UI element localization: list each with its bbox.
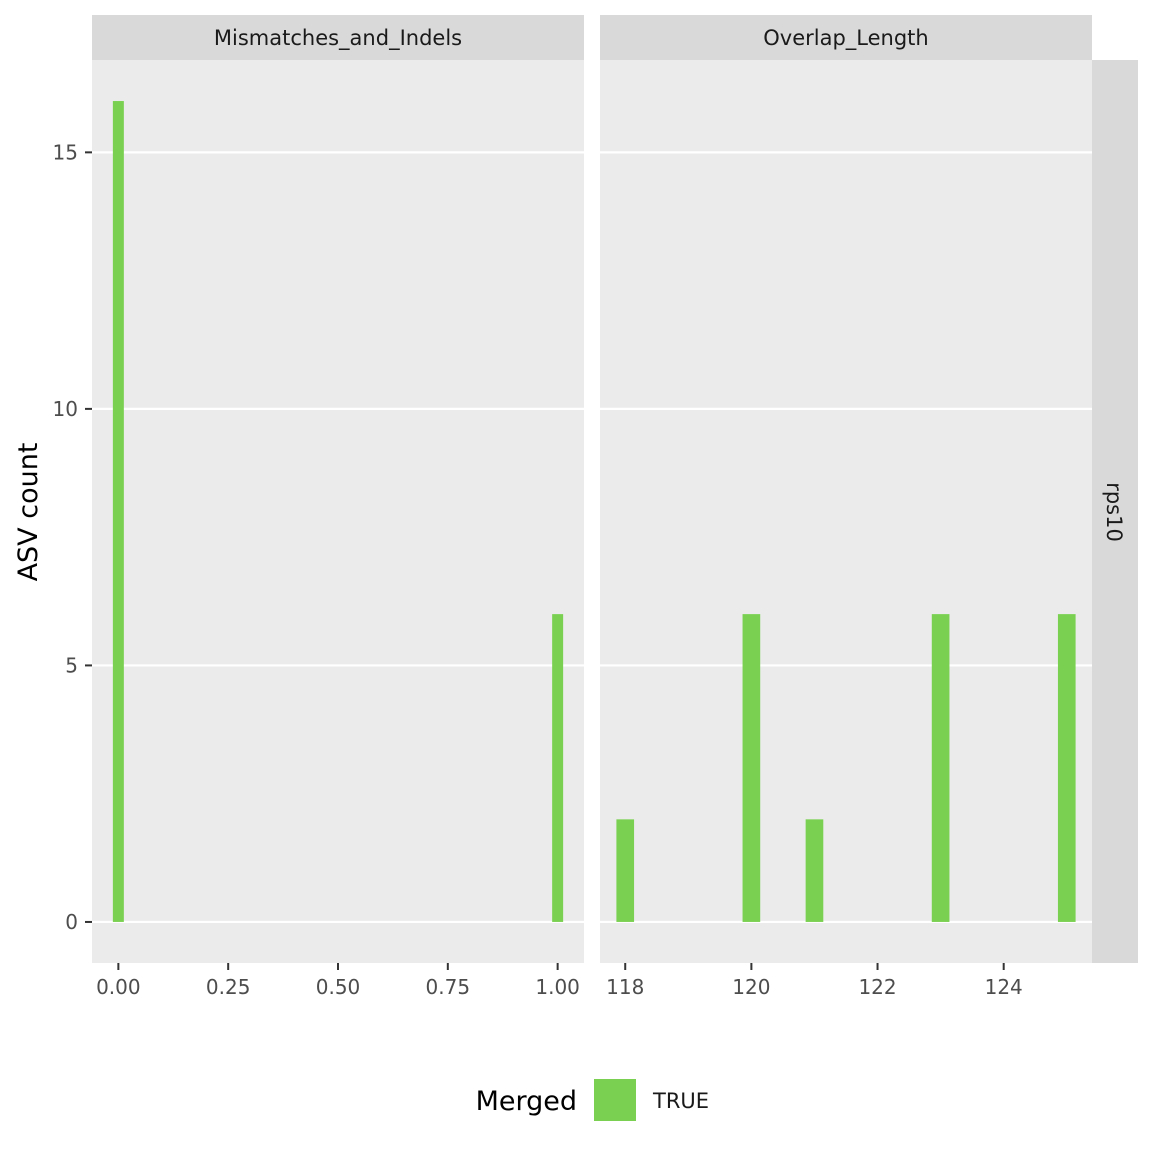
- gridlines: [92, 151, 584, 924]
- legend-key-true: [592, 1077, 638, 1123]
- strip-background: [600, 15, 1092, 60]
- bar: [616, 819, 635, 922]
- strip-label-mismatches-and-indels: Mismatches_and_Indels: [214, 26, 462, 51]
- panel-background: [600, 60, 1092, 963]
- strip-label-overlap-length: Overlap_Length: [763, 26, 928, 51]
- y-axis: 0 5 10 15: [53, 140, 92, 934]
- y-axis-title: ASV count: [13, 443, 44, 582]
- bars: [112, 101, 564, 922]
- bar: [112, 101, 124, 922]
- bars: [616, 614, 1076, 922]
- x-tick-label: 0.75: [426, 975, 471, 999]
- legend-label-true: TRUE: [652, 1089, 709, 1113]
- panel-overlap-length: Overlap_Length 118 120 122 124: [600, 15, 1092, 999]
- panel-background: [92, 60, 584, 963]
- x-tick-label: 118: [606, 975, 644, 999]
- bar: [552, 614, 564, 922]
- x-tick-label: 0.00: [96, 975, 141, 999]
- x-tick-label: 0.50: [316, 975, 361, 999]
- y-tick-label: 0: [65, 910, 78, 934]
- y-tick-label: 10: [53, 397, 78, 421]
- legend-title: Merged: [476, 1086, 577, 1117]
- strip-background: [92, 15, 584, 60]
- gridlines: [600, 151, 1092, 924]
- bar: [742, 614, 761, 922]
- x-tick-label: 124: [985, 975, 1023, 999]
- panel-mismatches-and-indels: Mismatches_and_Indels 0.00 0.25 0.50 0.75 1.…: [92, 15, 584, 999]
- x-axis: 0.00 0.25 0.50 0.75 1.00: [96, 963, 580, 999]
- bar: [805, 819, 824, 922]
- x-axis: 118 120 122 124: [606, 963, 1023, 999]
- y-tick-label: 15: [53, 140, 78, 164]
- x-tick-label: 122: [858, 975, 896, 999]
- row-strip: rps10: [1092, 60, 1138, 963]
- row-strip-label: rps10: [1102, 482, 1126, 542]
- bar: [1057, 614, 1076, 922]
- legend: Merged TRUE: [476, 1077, 709, 1123]
- x-tick-label: 120: [732, 975, 770, 999]
- y-tick-label: 5: [65, 653, 78, 677]
- row-strip-background: [1092, 60, 1138, 963]
- bar: [931, 614, 950, 922]
- x-tick-label: 1.00: [535, 975, 580, 999]
- x-tick-label: 0.25: [206, 975, 251, 999]
